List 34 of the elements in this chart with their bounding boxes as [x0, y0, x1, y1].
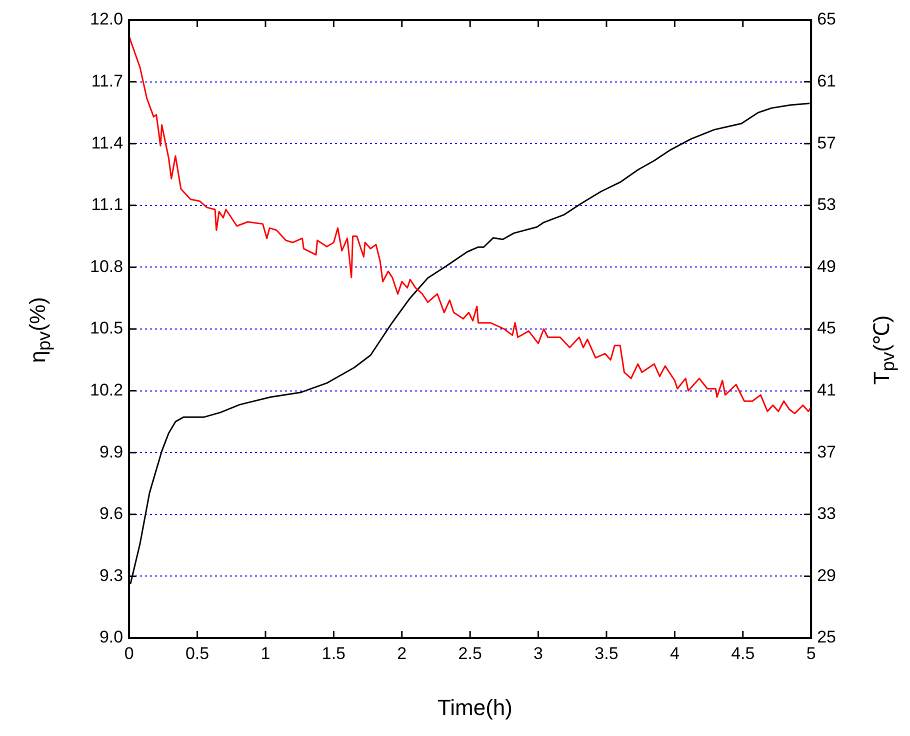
y2-tick-label: 49 — [817, 256, 836, 276]
y2-tick-label: 37 — [817, 442, 836, 462]
y-tick-label: 9.0 — [99, 628, 124, 647]
y2-tick-label: 61 — [817, 71, 836, 90]
x-tick-label: 1 — [260, 644, 270, 664]
x-tick-label: 3 — [534, 644, 544, 664]
x-tick-label: 0 — [124, 644, 134, 664]
y-tick-label: 11.1 — [91, 195, 124, 214]
y2-tick-label: 45 — [817, 318, 836, 338]
y-tick-label: 12.0 — [90, 10, 124, 29]
y-tick-label: 9.3 — [99, 566, 124, 585]
x-tick-label: 3.5 — [594, 644, 618, 664]
y2-tick-label: 33 — [817, 504, 836, 524]
y-tick-label: 10.2 — [90, 380, 124, 400]
y-tick-label: 10.5 — [90, 318, 124, 338]
x-axis-title: Time(h) — [436, 695, 514, 721]
x-tick-label: 2 — [397, 644, 407, 664]
y-tick-label: 9.6 — [99, 504, 124, 524]
x-tick-label: 4.5 — [731, 644, 755, 664]
y-tick-label: 11.7 — [91, 71, 124, 90]
y2-tick-label: 57 — [817, 133, 836, 152]
y-tick-label: 9.9 — [99, 442, 124, 462]
x-tick-label: 4 — [670, 644, 680, 664]
x-tick-label: 2.5 — [458, 644, 482, 664]
y2-tick-label: 53 — [817, 195, 836, 214]
x-tick-label: 5 — [806, 644, 816, 664]
y-tick-label: 11.4 — [91, 133, 124, 152]
y2-tick-label: 25 — [817, 628, 836, 647]
y2-tick-label: 41 — [817, 380, 836, 400]
y2-tick-label: 65 — [817, 10, 836, 29]
x-tick-label: 1.5 — [322, 644, 346, 664]
y2-tick-label: 29 — [817, 566, 836, 585]
y-tick-label: 10.8 — [90, 256, 124, 276]
x-tick-label: 0.5 — [185, 644, 210, 664]
